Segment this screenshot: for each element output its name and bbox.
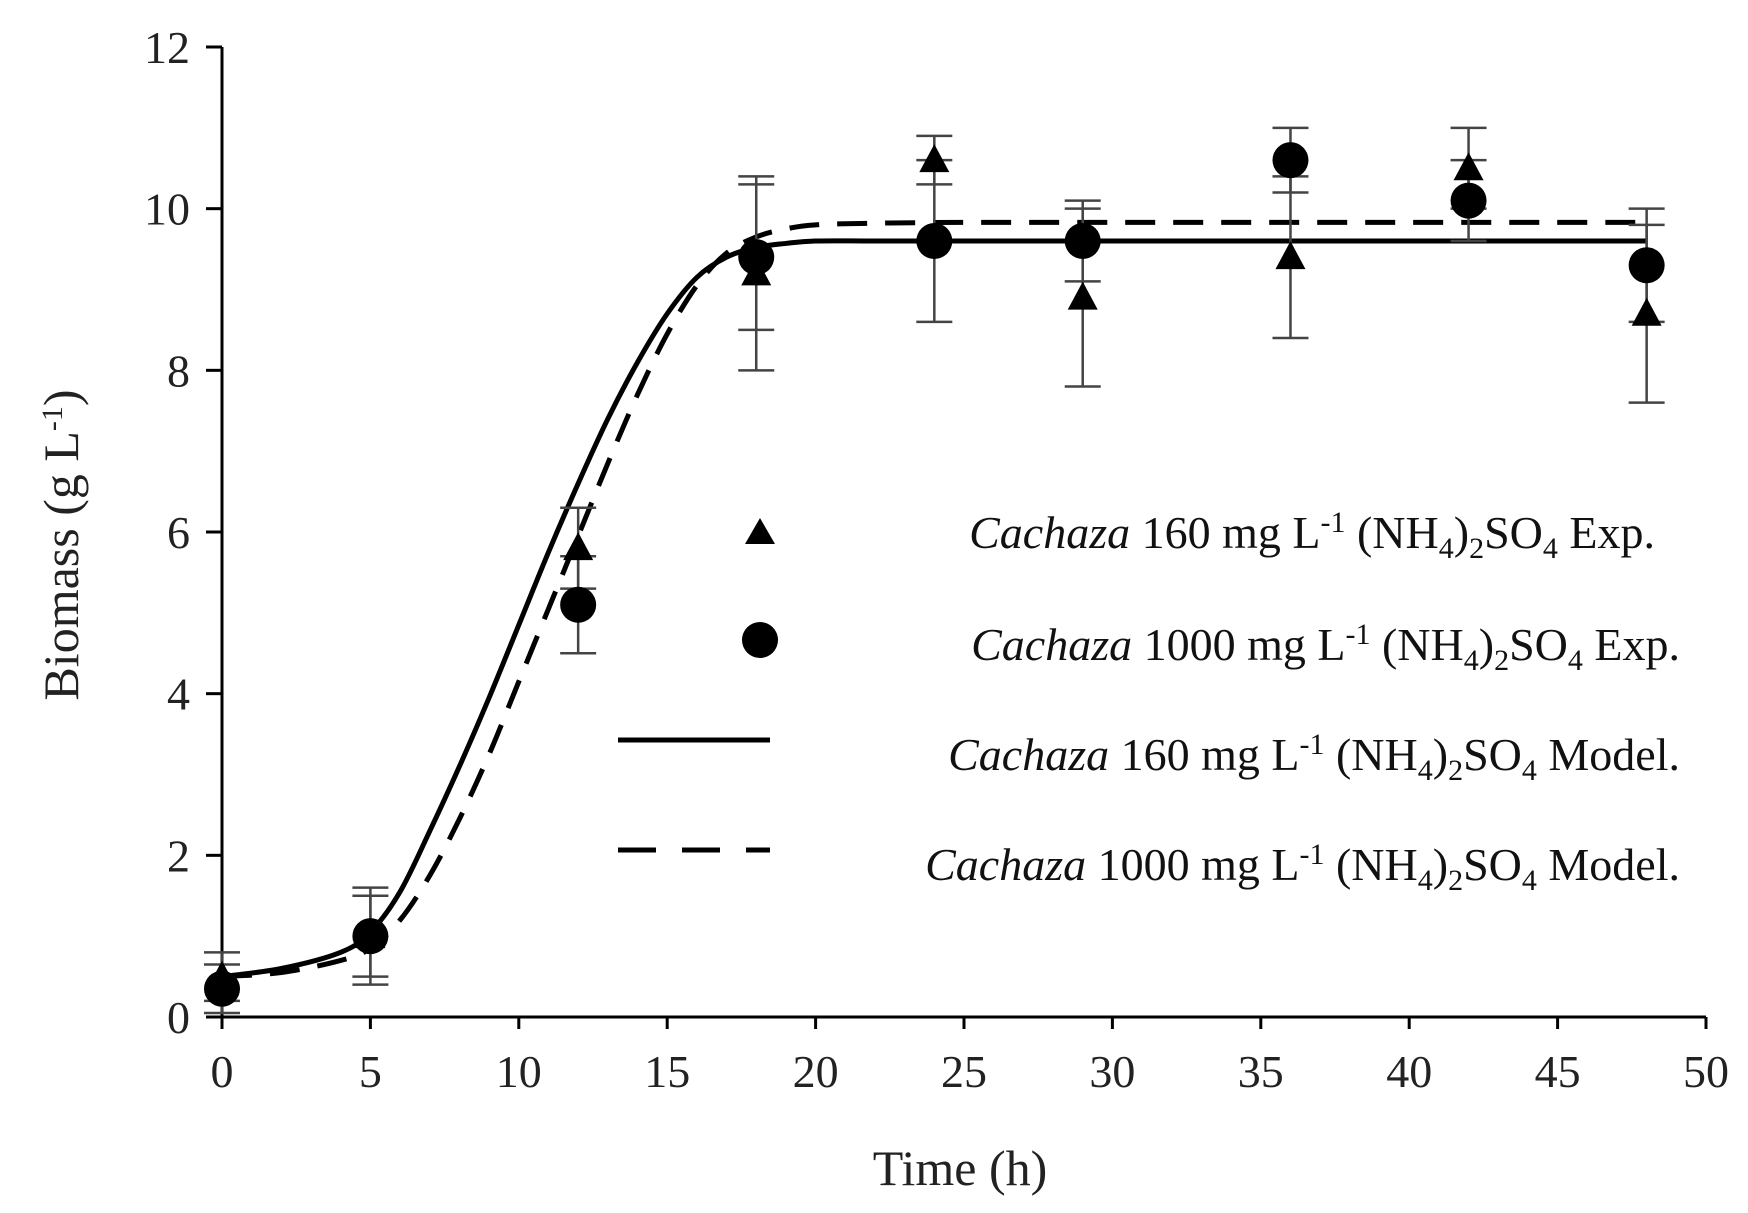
point-circle bbox=[1628, 247, 1665, 284]
legend-0-sub1: 4 bbox=[1439, 532, 1454, 565]
model-curves bbox=[221, 219, 1647, 980]
legend-label-1000-model: Cachaza 1000 mg L-1 (NH4)2SO4 Model. bbox=[925, 838, 1680, 897]
legend-2-t2: (NH bbox=[1324, 729, 1417, 780]
point-triangle bbox=[919, 144, 950, 173]
y-axis-title-sup: -1 bbox=[36, 406, 69, 431]
x-tick-label: 0 bbox=[211, 1046, 234, 1097]
x-tick-label: 40 bbox=[1386, 1046, 1432, 1097]
point-circle bbox=[204, 970, 240, 1007]
legend-0-t1: 160 mg L bbox=[1130, 507, 1320, 558]
x-tick-label: 50 bbox=[1683, 1046, 1729, 1097]
point-circle bbox=[1272, 142, 1309, 179]
legend-1-t3: ) bbox=[1479, 619, 1494, 670]
legend-2-t3: ) bbox=[1433, 729, 1448, 780]
legend-label-160-exp: Cachaza 160 mg L-1 (NH4)2SO4 Exp. bbox=[969, 506, 1655, 565]
point-circle bbox=[1064, 223, 1101, 259]
data-markers bbox=[204, 142, 1665, 1007]
y-tick-label: 4 bbox=[167, 669, 190, 720]
legend-1-sup: -1 bbox=[1345, 618, 1370, 651]
legend-0-sub3: 4 bbox=[1543, 532, 1558, 565]
point-circle bbox=[738, 239, 775, 276]
legend-1-sub3: 4 bbox=[1568, 644, 1583, 677]
legend-2-sub1: 4 bbox=[1418, 754, 1433, 787]
legend-3-t2: (NH bbox=[1324, 839, 1417, 890]
x-tick-label: 20 bbox=[793, 1046, 839, 1097]
legend-3-sub1: 4 bbox=[1418, 864, 1433, 897]
legend-1-t4: SO bbox=[1509, 619, 1568, 670]
x-tick-label: 45 bbox=[1535, 1046, 1581, 1097]
point-triangle bbox=[1453, 152, 1484, 181]
point-circle bbox=[1450, 182, 1487, 219]
legend-1-t2: (NH bbox=[1370, 619, 1463, 670]
model-curve-160 bbox=[221, 238, 1647, 980]
legend-1-italic: Cachaza bbox=[971, 619, 1132, 670]
y-tick-label: 10 bbox=[144, 184, 190, 235]
legend-0-sup: -1 bbox=[1320, 506, 1345, 539]
legend-0-italic: Cachaza bbox=[969, 507, 1130, 558]
y-axis-title-main: Biomass (g L bbox=[33, 431, 89, 700]
y-axis-title: Biomass (g L-1) bbox=[33, 389, 89, 700]
x-tick-label: 5 bbox=[359, 1046, 382, 1097]
legend-2-sup: -1 bbox=[1299, 728, 1324, 761]
legend-2-t1: 160 mg L bbox=[1109, 729, 1299, 780]
legend-1-sub1: 4 bbox=[1464, 644, 1479, 677]
legend-3-sub2: 2 bbox=[1448, 864, 1463, 897]
x-tick-label: 25 bbox=[941, 1046, 987, 1097]
legend-2-italic: Cachaza bbox=[948, 729, 1109, 780]
legend-2-t4: SO bbox=[1463, 729, 1522, 780]
point-triangle bbox=[563, 532, 594, 561]
legend-2-t5: Model. bbox=[1537, 729, 1680, 780]
y-tick-label: 12 bbox=[144, 22, 190, 73]
legend-3-t1: 1000 mg L bbox=[1086, 839, 1299, 890]
x-tick-label: 15 bbox=[644, 1046, 690, 1097]
legend-label-1000-exp: Cachaza 1000 mg L-1 (NH4)2SO4 Exp. bbox=[971, 618, 1680, 677]
legend-marker-triangle bbox=[745, 518, 775, 544]
legend-0-t4: SO bbox=[1484, 507, 1543, 558]
legend-0-sub2: 2 bbox=[1469, 532, 1484, 565]
point-circle bbox=[916, 223, 953, 259]
legend-marker-circle bbox=[742, 622, 778, 658]
point-circle bbox=[352, 918, 389, 955]
legend-3-italic: Cachaza bbox=[925, 839, 1086, 890]
legend-3-sub3: 4 bbox=[1522, 864, 1537, 897]
point-triangle bbox=[1275, 241, 1306, 270]
y-tick-label: 8 bbox=[167, 345, 190, 396]
y-axis-title-close: ) bbox=[33, 389, 89, 406]
legend-2-sub3: 4 bbox=[1522, 754, 1537, 787]
legend-0-t2: (NH bbox=[1345, 507, 1438, 558]
point-triangle bbox=[1631, 297, 1662, 326]
x-tick-label: 10 bbox=[496, 1046, 542, 1097]
legend-3-sup: -1 bbox=[1299, 838, 1324, 871]
legend: Cachaza 160 mg L-1 (NH4)2SO4 Exp. Cachaz… bbox=[618, 506, 1680, 897]
point-triangle bbox=[1067, 281, 1098, 310]
legend-label-160-model: Cachaza 160 mg L-1 (NH4)2SO4 Model. bbox=[948, 728, 1680, 787]
legend-3-t5: Model. bbox=[1537, 839, 1680, 890]
y-tick-label: 6 bbox=[167, 507, 190, 558]
legend-3-t4: SO bbox=[1463, 839, 1522, 890]
legend-1-sub2: 2 bbox=[1494, 644, 1509, 677]
legend-1-t5: Exp. bbox=[1583, 619, 1680, 670]
legend-2-sub2: 2 bbox=[1448, 754, 1463, 787]
legend-3-t3: ) bbox=[1433, 839, 1448, 890]
x-axis-title: Time (h) bbox=[873, 1140, 1048, 1196]
legend-0-t5: Exp. bbox=[1558, 507, 1655, 558]
legend-1-t1: 1000 mg L bbox=[1132, 619, 1345, 670]
y-tick-label: 0 bbox=[167, 992, 190, 1043]
point-circle bbox=[560, 586, 597, 623]
legend-0-t3: ) bbox=[1454, 507, 1469, 558]
x-tick-label: 30 bbox=[1089, 1046, 1135, 1097]
y-tick-label: 2 bbox=[167, 830, 190, 881]
x-tick-label: 35 bbox=[1238, 1046, 1284, 1097]
